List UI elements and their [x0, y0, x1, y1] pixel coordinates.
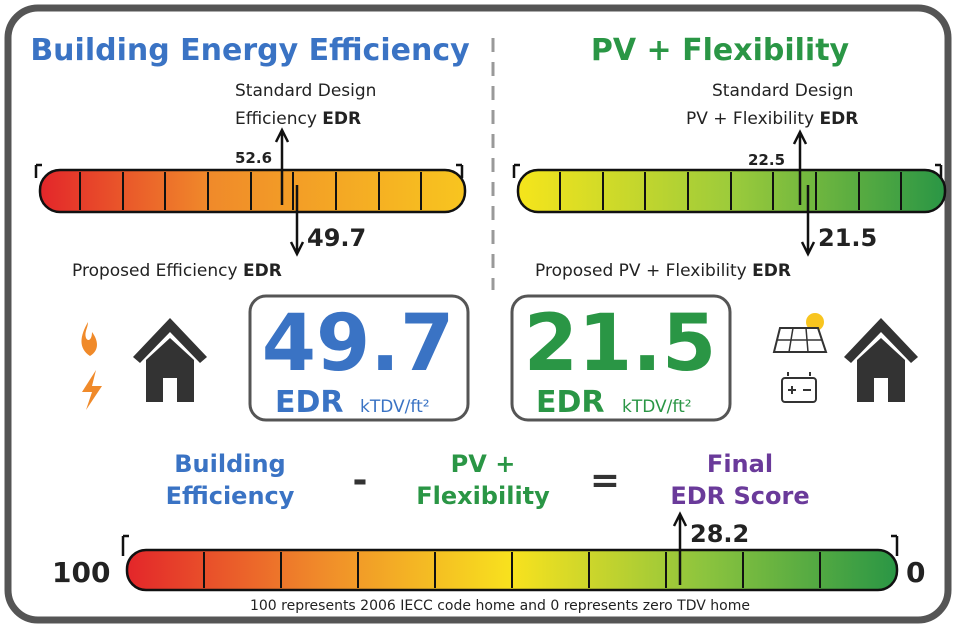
scale-note: 100 represents 2006 IECC code home and 0…	[250, 598, 750, 614]
standard-label: Standard Design	[712, 81, 853, 101]
frame	[4, 4, 952, 624]
standard-value: 52.6	[235, 149, 272, 167]
box-value: 49.7	[262, 299, 454, 389]
right-scale	[512, 163, 947, 214]
equation-term: Building	[174, 450, 286, 478]
equation-term: Final	[707, 450, 773, 478]
battery-icon	[781, 372, 817, 403]
box-label: EDR	[536, 385, 605, 420]
proposed-value: 21.5	[818, 224, 877, 252]
house-icon	[133, 318, 207, 402]
operator: -	[353, 460, 368, 501]
proposed-value: 49.7	[307, 224, 366, 252]
proposed-arrow	[800, 185, 816, 257]
left-title: Building Energy Efficiency	[30, 33, 470, 68]
right-title: PV + Flexibility	[591, 33, 850, 68]
proposed-label: Proposed Efficiency EDR	[72, 261, 282, 281]
scale-min: 0	[906, 556, 925, 589]
operator: =	[590, 460, 620, 501]
final-value: 28.2	[690, 520, 749, 548]
final-scale	[121, 534, 899, 592]
equation-term: Flexibility	[416, 482, 550, 510]
proposed-arrow	[289, 185, 305, 257]
standard-arrow	[274, 127, 290, 205]
box-label: EDR	[275, 385, 344, 420]
equation-term: PV +	[451, 450, 516, 478]
standard-label: Standard Design	[235, 81, 376, 101]
scale-max: 100	[52, 556, 110, 589]
box-unit: kTDV/ft²	[360, 397, 430, 417]
standard-label: Efficiency EDR	[235, 109, 361, 129]
final-arrow	[672, 511, 688, 585]
left-box	[248, 294, 470, 422]
standard-label: PV + Flexibility EDR	[686, 109, 858, 129]
equation-term: EDR Score	[670, 482, 809, 510]
equation-term: Efficiency	[166, 482, 295, 510]
box-unit: kTDV/ft²	[622, 397, 692, 417]
proposed-label: Proposed PV + Flexibility EDR	[535, 261, 791, 281]
box-value: 21.5	[524, 299, 716, 389]
standard-arrow	[792, 129, 808, 205]
standard-value: 22.5	[748, 151, 785, 169]
solar-icon	[772, 313, 828, 353]
left-scale	[34, 163, 467, 214]
house-icon	[844, 318, 918, 402]
right-box	[510, 294, 732, 422]
energy-icons	[81, 322, 102, 410]
